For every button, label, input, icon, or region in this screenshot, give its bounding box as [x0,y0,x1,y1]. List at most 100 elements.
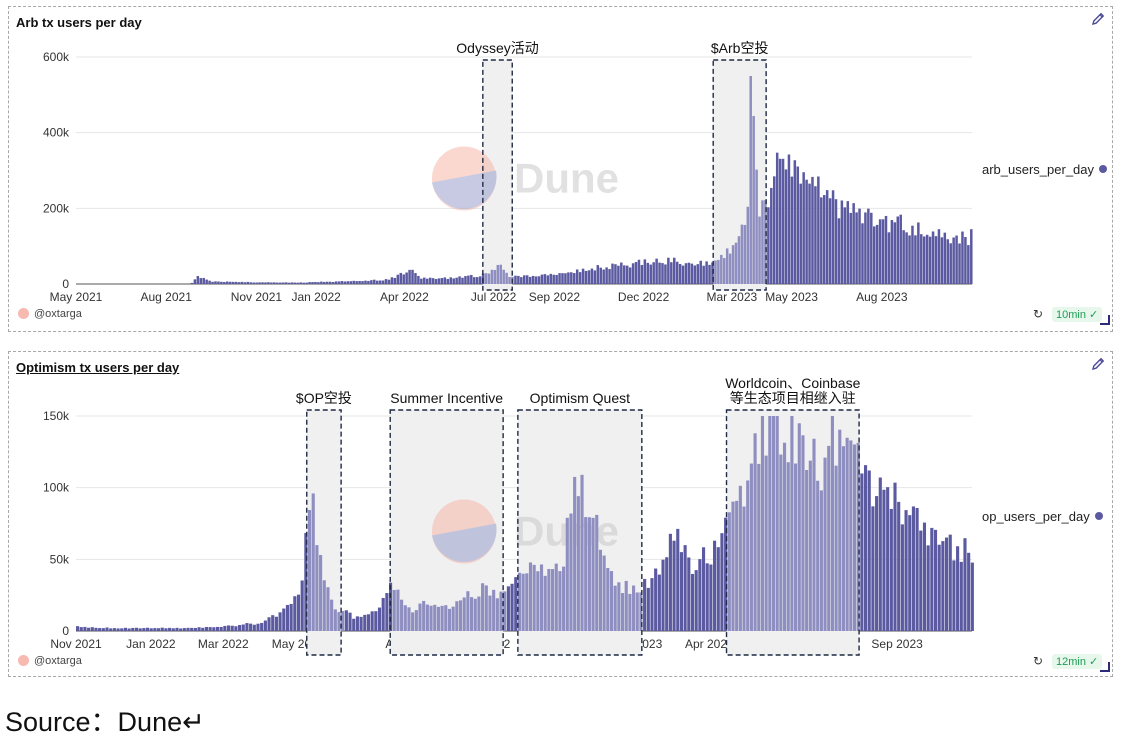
bar [657,574,661,631]
bar [949,243,952,284]
bar [670,262,673,284]
bar [867,208,870,284]
bar [676,528,680,631]
bar [580,474,584,631]
bar [967,552,971,631]
bar [171,628,175,631]
bar [908,235,911,284]
bar [646,262,650,284]
author[interactable]: @oxtarga [18,655,82,667]
resize-handle-icon[interactable] [1100,662,1110,672]
bar [812,438,816,631]
x-tick-label: May 2023 [765,290,818,304]
bar [411,269,414,284]
bar [838,429,842,631]
refresh-icon[interactable]: ↻ [1033,654,1044,668]
bar [584,517,588,631]
bar [506,586,510,631]
bar [281,282,285,284]
bar [849,440,853,631]
bar [611,263,614,284]
bar [914,235,917,284]
bar [405,272,408,284]
annotation-label-line: $Arb空投 [711,40,769,56]
bar [852,203,855,284]
annotation-label-line: $OP空投 [296,390,352,406]
bar [267,282,270,284]
bar [784,169,788,284]
bar [304,532,308,631]
bar [252,282,255,284]
bar [937,229,941,284]
bar [779,454,783,631]
bar [555,274,558,284]
bar [528,276,532,284]
bar [211,281,214,284]
bar [523,275,526,284]
pencil-icon[interactable] [1090,11,1106,27]
bar [241,624,245,631]
bar [153,628,157,631]
bar [76,626,80,631]
bar [764,455,768,631]
bar [484,273,488,284]
bar [315,545,319,631]
bar [237,282,241,284]
bar [112,628,116,631]
bar [208,627,212,631]
author-name: @oxtarga [34,655,82,667]
bar [573,476,577,631]
bar [285,604,290,631]
bar [796,166,800,284]
bar [827,445,831,631]
bar [558,571,562,631]
bar [531,275,535,284]
annotation-label-line: 等生态项目相继入驻 [730,390,856,406]
bar [521,573,525,631]
refresh-badge: 10min ✓ [1052,307,1103,322]
bar [606,568,610,631]
y-tick-label: 0 [62,277,69,291]
bar [240,281,244,284]
bar [775,416,779,631]
bar [330,599,334,631]
bar [79,627,83,631]
bar [743,224,747,284]
x-tick-label: Jul 2022 [471,290,517,304]
bar [864,212,867,284]
bar [402,274,405,284]
resize-handle-icon[interactable] [1100,315,1110,325]
bar [694,570,698,631]
bar [620,262,623,284]
legend-dot [1099,165,1108,173]
bar [348,612,352,631]
bar [83,626,87,631]
bar [758,216,761,284]
y-tick-label: 600k [43,50,70,64]
bar [514,275,517,284]
legend-entry[interactable]: arb_users_per_day [982,162,1108,177]
y-tick-label: 0 [62,624,69,638]
bar [293,282,297,284]
bar [919,530,923,631]
author[interactable]: @oxtarga [18,308,82,320]
bar [753,433,757,631]
bar [554,563,558,631]
bar [925,234,929,284]
refresh-icon[interactable]: ↻ [1033,307,1044,321]
bar [466,591,470,631]
bar [590,268,594,284]
bar [284,282,288,284]
bar [374,611,378,631]
bar [475,277,479,284]
bar [431,278,435,284]
legend-entry[interactable]: op_users_per_day [982,509,1103,524]
x-tick-label: Mar 2022 [198,637,249,651]
bar [683,545,687,631]
bar [567,272,570,284]
pencil-icon[interactable] [1090,356,1106,372]
bar [770,187,773,284]
bar [496,264,500,284]
bar [709,564,713,631]
legend-dot [1094,512,1103,520]
